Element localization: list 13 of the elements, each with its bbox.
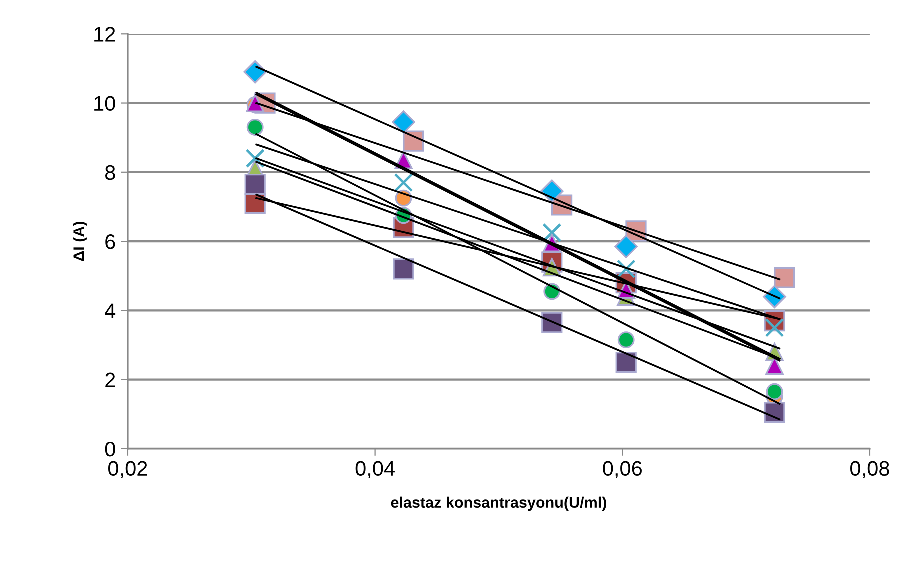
y-axis-title: ΔI (A) xyxy=(73,222,88,262)
x-tick-label: 0,02 xyxy=(108,461,148,479)
y-tick-label: 4 xyxy=(105,304,116,318)
y-tick-label: 2 xyxy=(106,372,116,388)
y-tick-label: 12 xyxy=(94,27,116,42)
x-axis-title: elastaz konsantrasyonu(U/ml) xyxy=(391,496,606,512)
y-tick-label: 8 xyxy=(105,165,116,180)
y-tick-label: 6 xyxy=(106,234,116,250)
x-tick-label: 0,06 xyxy=(603,461,642,479)
y-tick-label: 10 xyxy=(94,96,116,112)
x-tick-label: 0,08 xyxy=(850,461,890,479)
x-tick-label: 0,04 xyxy=(356,461,395,479)
y-tick-label: 0 xyxy=(105,442,116,457)
